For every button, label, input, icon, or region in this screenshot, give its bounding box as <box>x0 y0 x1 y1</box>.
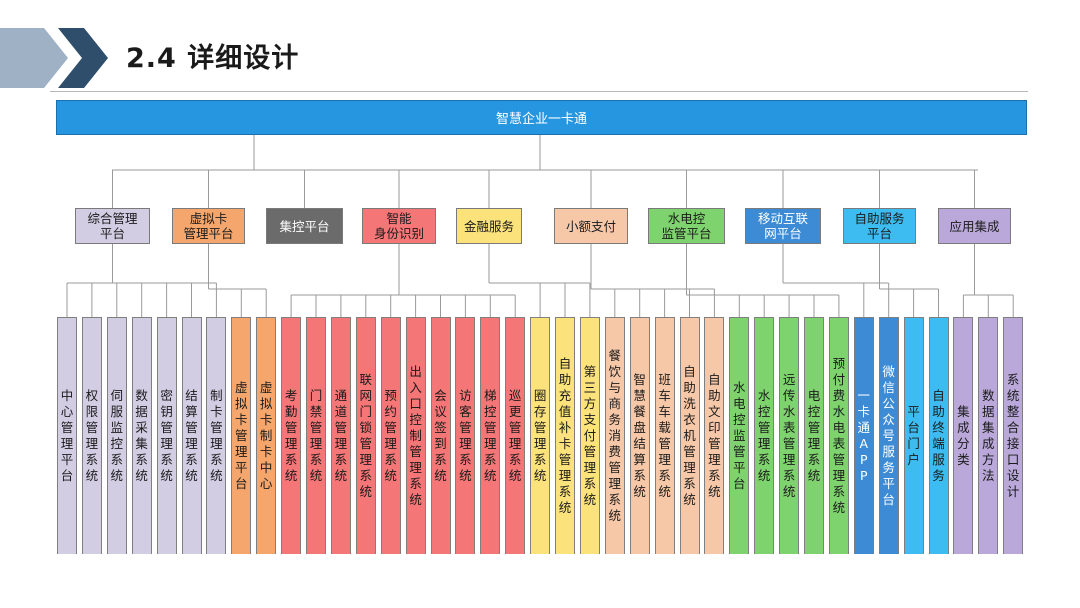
leaf-node: 平台门户 <box>903 317 924 554</box>
leaf-node-label: 水电控监管平台 <box>733 380 746 491</box>
leaf-node-label: 联网门锁管理系统 <box>359 372 373 499</box>
leaf-node: 制卡管理系统 <box>206 317 227 554</box>
leaf-node: 餐饮与商务消费管理系统 <box>604 317 625 554</box>
leaf-node: 自助洗衣机管理系统 <box>679 317 700 554</box>
leaf-node: 水电控监管平台 <box>729 317 750 554</box>
root-node-label: 智慧企业一卡通 <box>495 112 587 127</box>
leaf-node: 自助充值补卡管理系统 <box>555 317 575 554</box>
category-node: 自助服务 平台 <box>843 208 916 244</box>
leaf-node-label: 平台门户 <box>907 404 920 467</box>
leaf-node-label: 自助充值补卡管理系统 <box>558 356 572 515</box>
leaf-node: 伺服监控系统 <box>106 317 127 554</box>
leaf-node-label: 水控管理系统 <box>757 388 771 483</box>
root-node: 智慧企业一卡通 <box>56 100 1027 135</box>
leaf-node: 预付费水电表管理系统 <box>828 317 849 554</box>
leaf-node: 密钥管理系统 <box>156 317 177 554</box>
leaf-node: 虚拟卡制卡中心 <box>256 317 277 554</box>
leaf-node: 预约管理系统 <box>380 317 401 554</box>
leaf-node: 权限管理系统 <box>81 317 102 554</box>
leaf-node-label: 权限管理系统 <box>85 388 99 483</box>
leaf-node-label: 梯控管理系统 <box>484 388 497 483</box>
leaf-node: 电控管理系统 <box>804 317 824 554</box>
leaf-node-label: 中心管理平台 <box>60 388 74 483</box>
leaf-node: 虚拟卡管理平台 <box>231 317 252 554</box>
leaf-node: 数据集成方法 <box>978 317 999 554</box>
leaf-node: 数据采集系统 <box>131 317 152 554</box>
leaf-node-label: 远传水表管理系统 <box>782 372 796 499</box>
leaf-node-label: 访客管理系统 <box>459 388 472 483</box>
leaf-node: 出入口控制管理系统 <box>405 317 426 554</box>
leaf-node: 智慧餐盘结算系统 <box>629 317 650 554</box>
leaf-node-label: 密钥管理系统 <box>160 388 173 483</box>
leaf-node: 集成分类 <box>953 317 974 554</box>
leaf-node-label: 自助洗衣机管理系统 <box>683 364 696 507</box>
leaf-node-label: 数据采集系统 <box>135 388 148 483</box>
leaf-node: 自助终端服务 <box>928 317 949 554</box>
leaf-node: 访客管理系统 <box>455 317 476 554</box>
category-node: 智能 身份识别 <box>362 208 436 244</box>
leaf-node-label: 自助文印管理系统 <box>708 372 721 499</box>
leaf-node-label: 预付费水电表管理系统 <box>832 356 846 515</box>
leaf-node-label: 巡更管理系统 <box>508 388 522 483</box>
leaf-node: 结算管理系统 <box>181 317 202 554</box>
leaf-node-label: 班车车载管理系统 <box>658 372 671 499</box>
leaf-node: 班车车载管理系统 <box>654 317 675 554</box>
leaf-node-label: 考勤管理系统 <box>284 388 298 483</box>
leaf-node-label: 智慧餐盘结算系统 <box>633 372 646 499</box>
category-node: 集控平台 <box>266 208 343 244</box>
leaf-node: 门禁管理系统 <box>306 317 326 554</box>
leaf-node: 第三方支付管理系统 <box>579 317 600 554</box>
leaf-node-label: 通道管理系统 <box>334 388 348 483</box>
leaf-node: 微信公众号服务平台 <box>878 317 899 554</box>
leaf-node: 通道管理系统 <box>330 317 351 554</box>
leaf-node-label: 系统整合接口设计 <box>1006 372 1020 499</box>
leaf-node-label: 结算管理系统 <box>185 388 198 483</box>
leaf-node-label: 电控管理系统 <box>807 388 821 483</box>
leaf-node: 自助文印管理系统 <box>704 317 725 554</box>
leaf-node-label: 制卡管理系统 <box>210 388 223 483</box>
leaf-node-label: 门禁管理系统 <box>309 388 323 483</box>
leaf-node: 梯控管理系统 <box>480 317 501 554</box>
leaf-node-label: 圈存管理系统 <box>533 388 547 483</box>
category-node: 金融服务 <box>456 208 522 244</box>
page-title: 2.4 详细设计 <box>126 43 300 74</box>
category-node: 移动互联 网平台 <box>745 208 821 244</box>
leaf-node-label: 自助终端服务 <box>932 388 945 483</box>
leaf-node-label: 第三方支付管理系统 <box>583 364 597 507</box>
category-node: 虚拟卡 管理平台 <box>172 208 245 244</box>
leaf-node: 系统整合接口设计 <box>1003 317 1024 554</box>
leaf-node-label: 餐饮与商务消费管理系统 <box>608 348 622 523</box>
leaf-node: 一卡通APP <box>853 317 874 554</box>
leaf-node-label: 微信公众号服务平台 <box>882 364 895 507</box>
category-node: 水电控 监管平台 <box>648 208 725 244</box>
leaf-node-label: 虚拟卡管理平台 <box>235 380 248 491</box>
leaf-node-label: 虚拟卡制卡中心 <box>259 380 273 491</box>
category-node: 应用集成 <box>938 208 1011 244</box>
leaf-node-label: 出入口控制管理系统 <box>409 364 422 507</box>
leaf-node: 中心管理平台 <box>57 317 77 554</box>
leaf-node: 远传水表管理系统 <box>779 317 800 554</box>
leaf-node: 巡更管理系统 <box>505 317 526 554</box>
leaf-node-label: 预约管理系统 <box>384 388 397 483</box>
leaf-node: 考勤管理系统 <box>281 317 302 554</box>
title-divider <box>50 91 1028 92</box>
leaf-node-label: 伺服监控系统 <box>110 388 124 483</box>
category-node: 综合管理 平台 <box>75 208 150 244</box>
leaf-node: 圈存管理系统 <box>530 317 551 554</box>
leaf-node: 会议签到系统 <box>430 317 451 554</box>
header-chevron-icon <box>0 28 108 88</box>
leaf-node-label: 集成分类 <box>957 404 970 467</box>
leaf-node-label: 一卡通APP <box>857 388 871 483</box>
leaf-node-label: 数据集成方法 <box>982 388 995 483</box>
leaf-node: 水控管理系统 <box>754 317 775 554</box>
leaf-node: 联网门锁管理系统 <box>355 317 376 554</box>
leaf-node-label: 会议签到系统 <box>434 388 447 483</box>
category-node: 小额支付 <box>554 208 628 244</box>
